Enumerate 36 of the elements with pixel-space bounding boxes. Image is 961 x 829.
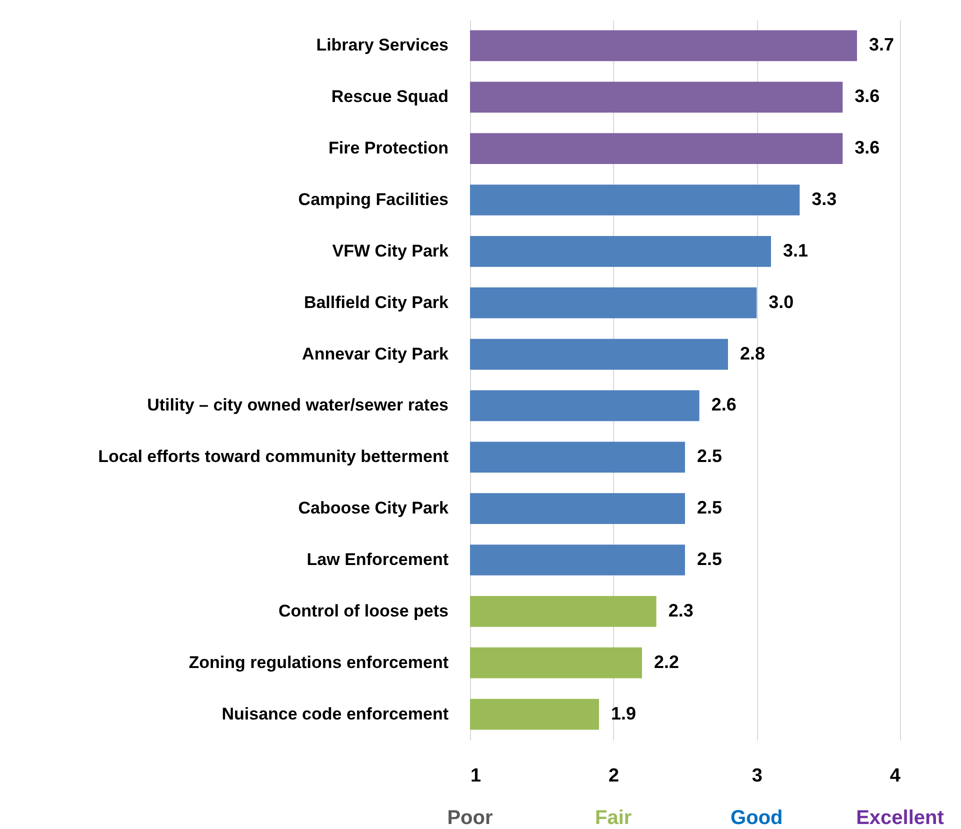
y-tick-label: Camping Facilities [298,190,448,209]
data-label: 2.3 [668,600,694,620]
y-tick-label: VFW City Park [332,241,450,260]
y-tick-label: Control of loose pets [278,601,448,620]
x-tick-label: 4 [890,766,901,786]
data-label: 2.6 [711,394,736,415]
data-label: 3.1 [783,240,808,260]
data-label: 3.6 [854,138,880,158]
data-label: 2.5 [697,549,722,569]
data-label: 2.2 [654,652,680,672]
data-label: 3.3 [812,189,837,209]
text: Poor [447,807,493,829]
x-tick-label: 1 [470,766,482,786]
data-label: 2.5 [697,498,722,518]
text: Excellent [856,807,944,829]
text: Good [730,807,783,829]
data-label: 3.6 [854,86,880,106]
y-tick-label: Nuisance code enforcement [222,704,449,724]
y-tick-label: Library Services [316,36,448,55]
text: Fair [594,807,632,829]
data-label: 1.9 [611,703,636,724]
y-tick-label: Law Enforcement [306,550,449,569]
y-tick-label: Zoning regulations enforcement [188,652,449,672]
y-tick-label: Annevar City Park [302,344,450,364]
y-tick-label: Local efforts toward community betterment [98,447,449,466]
x-tick-label: 2 [608,766,620,786]
y-tick-label: Caboose City Park [298,498,450,518]
y-tick-label: Utility – city owned water/sewer rates [147,396,448,415]
data-label: 3.0 [768,292,794,312]
data-label: 2.8 [740,343,766,364]
x-tick-label: 3 [752,766,762,786]
y-tick-label: Ballfield City Park [304,292,450,312]
data-label: 3.7 [869,34,894,55]
y-tick-label: Fire Protection [328,138,448,158]
y-tick-label: Rescue Squad [331,87,448,106]
data-label: 2.5 [697,446,722,466]
